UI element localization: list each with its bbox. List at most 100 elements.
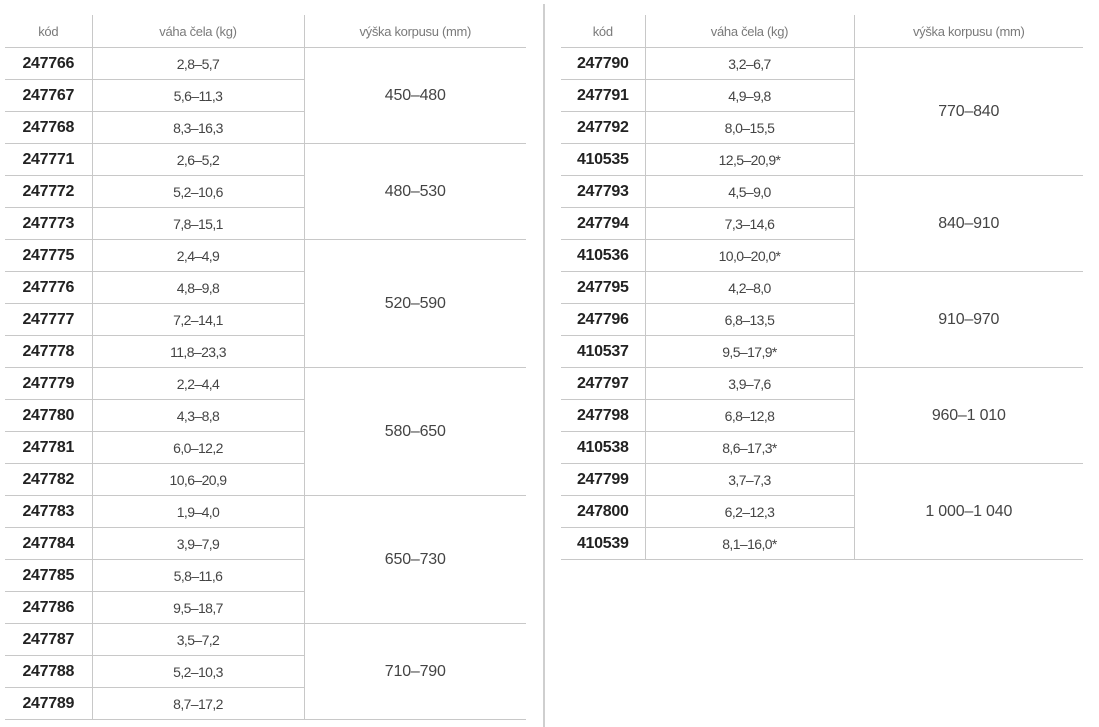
header-code: kód	[561, 15, 645, 48]
front-weight: 2,6–5,2	[91, 143, 304, 176]
table-row: 247796 6,8–13,5	[561, 303, 1083, 336]
product-code: 410538	[561, 431, 645, 464]
cabinet-height: 910–970	[853, 271, 1083, 368]
table-row: 247797 3,9–7,6 960–1 010	[561, 367, 1083, 464]
front-weight: 8,0–15,5	[644, 111, 854, 144]
table-row: 247792 8,0–15,5	[561, 111, 1083, 144]
front-weight: 9,5–18,7	[91, 591, 304, 624]
front-weight: 3,2–6,7	[644, 47, 854, 80]
front-weight: 8,6–17,3*	[644, 431, 854, 464]
front-weight: 3,9–7,6	[644, 367, 854, 400]
product-code: 247786	[5, 591, 92, 624]
front-weight: 12,5–20,9*	[644, 143, 854, 176]
product-code: 247783	[5, 495, 92, 528]
front-weight: 4,9–9,8	[644, 79, 854, 112]
product-code: 247777	[5, 303, 92, 336]
product-code: 247795	[561, 271, 645, 304]
header-row: kód váha čela (kg) výška korpusu (mm)	[5, 15, 526, 48]
front-weight: 6,8–13,5	[644, 303, 854, 336]
front-weight: 10,0–20,0*	[644, 239, 854, 272]
front-weight: 8,3–16,3	[91, 111, 304, 144]
front-weight: 5,6–11,3	[91, 79, 304, 112]
cabinet-height: 770–840	[853, 47, 1083, 176]
table-row: 247786 9,5–18,7	[5, 591, 526, 624]
table-row: 247778 11,8–23,3	[5, 335, 526, 368]
cabinet-height: 960–1 010	[853, 367, 1083, 464]
product-code: 247791	[561, 79, 645, 112]
front-weight: 6,0–12,2	[91, 431, 304, 464]
table-row: 247766 2,8–5,7 450–480	[5, 47, 526, 144]
front-weight: 9,5–17,9*	[644, 335, 854, 368]
front-weight: 4,8–9,8	[91, 271, 304, 304]
table-row: 247787 3,5–7,2 710–790	[5, 623, 526, 720]
product-code: 410535	[561, 143, 645, 176]
product-code: 247789	[5, 687, 92, 720]
product-table-left: kód váha čela (kg) výška korpusu (mm) 24…	[5, 15, 526, 720]
table-row: 247773 7,8–15,1	[5, 207, 526, 240]
table-row: 247788 5,2–10,3	[5, 655, 526, 688]
table-row: 247772 5,2–10,6	[5, 175, 526, 208]
table-row: 247798 6,8–12,8	[561, 399, 1083, 432]
product-code: 247767	[5, 79, 92, 112]
table-row: 410539 8,1–16,0*	[561, 527, 1083, 560]
header-weight: váha čela (kg)	[91, 15, 304, 48]
cabinet-height: 1 000–1 040	[853, 463, 1083, 560]
product-code: 247766	[5, 47, 92, 80]
table-row: 247777 7,2–14,1	[5, 303, 526, 336]
front-weight: 4,2–8,0	[644, 271, 854, 304]
table-row: 247784 3,9–7,9	[5, 527, 526, 560]
product-code: 247794	[561, 207, 645, 240]
column-divider	[543, 4, 545, 727]
front-weight: 11,8–23,3	[91, 335, 304, 368]
product-code: 247776	[5, 271, 92, 304]
front-weight: 5,2–10,3	[91, 655, 304, 688]
table-row: 410537 9,5–17,9*	[561, 335, 1083, 368]
front-weight: 8,1–16,0*	[644, 527, 854, 560]
front-weight: 10,6–20,9	[91, 463, 304, 496]
product-code: 247792	[561, 111, 645, 144]
front-weight: 2,2–4,4	[91, 367, 304, 400]
front-weight: 1,9–4,0	[91, 495, 304, 528]
table-row: 247785 5,8–11,6	[5, 559, 526, 592]
table-row: 247795 4,2–8,0 910–970	[561, 271, 1083, 368]
product-table-right: kód váha čela (kg) výška korpusu (mm) 24…	[561, 15, 1083, 560]
product-code: 247772	[5, 175, 92, 208]
product-code: 247779	[5, 367, 92, 400]
table-row: 247790 3,2–6,7 770–840	[561, 47, 1083, 176]
product-code: 247768	[5, 111, 92, 144]
table-row: 410536 10,0–20,0*	[561, 239, 1083, 272]
product-code: 247775	[5, 239, 92, 272]
front-weight: 7,3–14,6	[644, 207, 854, 240]
cabinet-height: 480–530	[303, 143, 526, 240]
header-height: výška korpusu (mm)	[853, 15, 1083, 48]
front-weight: 4,3–8,8	[91, 399, 304, 432]
front-weight: 3,9–7,9	[91, 527, 304, 560]
table-row: 410535 12,5–20,9*	[561, 143, 1083, 176]
front-weight: 2,8–5,7	[91, 47, 304, 80]
cabinet-height: 450–480	[303, 47, 526, 144]
front-weight: 7,2–14,1	[91, 303, 304, 336]
table-row: 247783 1,9–4,0 650–730	[5, 495, 526, 624]
product-code: 247780	[5, 399, 92, 432]
cabinet-height: 520–590	[303, 239, 526, 368]
header-height: výška korpusu (mm)	[303, 15, 526, 48]
front-weight: 5,2–10,6	[91, 175, 304, 208]
product-code: 247787	[5, 623, 92, 656]
table-row: 247767 5,6–11,3	[5, 79, 526, 112]
table-row: 247791 4,9–9,8	[561, 79, 1083, 112]
cabinet-height: 650–730	[303, 495, 526, 624]
front-weight: 3,5–7,2	[91, 623, 304, 656]
table-row: 410538 8,6–17,3*	[561, 431, 1083, 464]
product-code: 247798	[561, 399, 645, 432]
product-code: 247796	[561, 303, 645, 336]
header-weight: váha čela (kg)	[644, 15, 854, 48]
product-code: 247800	[561, 495, 645, 528]
header-code: kód	[5, 15, 92, 48]
product-code: 247782	[5, 463, 92, 496]
product-code: 247773	[5, 207, 92, 240]
product-code: 247788	[5, 655, 92, 688]
table-row: 247768 8,3–16,3	[5, 111, 526, 144]
product-code: 247797	[561, 367, 645, 400]
product-code: 247793	[561, 175, 645, 208]
table-row: 247776 4,8–9,8	[5, 271, 526, 304]
